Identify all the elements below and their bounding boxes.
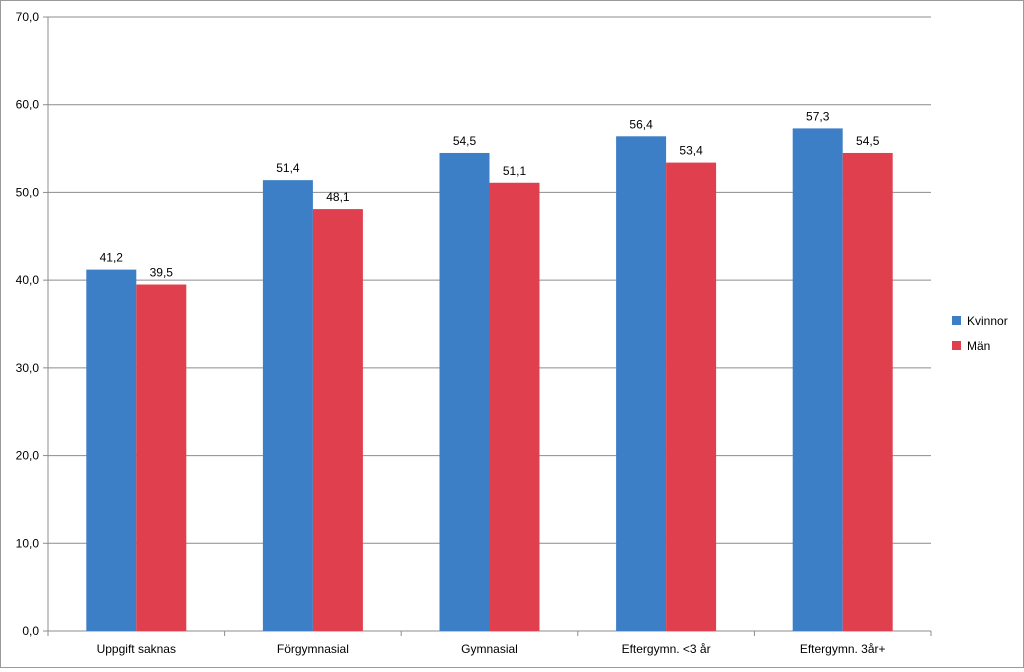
data-label: 57,3 <box>806 109 830 123</box>
y-tick-label: 20,0 <box>16 449 40 463</box>
data-labels: 41,2 39,5 51,4 48,1 54,5 51,1 56,4 53,4 57,3 54,5 <box>100 109 880 279</box>
bar-kvinnor <box>86 269 137 631</box>
data-label: 54,5 <box>453 134 477 148</box>
y-tick-label: 60,0 <box>16 98 40 112</box>
data-label: 48,1 <box>326 190 350 204</box>
x-tick-label: Uppgift saknas <box>97 642 176 656</box>
x-tick-label: Eftergymn. <3 år <box>622 642 711 656</box>
bar-man <box>312 209 363 631</box>
x-tick-label: Gymnasial <box>461 642 518 656</box>
x-tick-label: Förgymnasial <box>277 642 349 656</box>
axes: 0,0 10,0 20,0 30,0 40,0 50,0 60,0 70,0 Uppgift s… <box>16 10 932 656</box>
bar-kvinnor <box>616 136 667 631</box>
data-label: 54,5 <box>856 134 880 148</box>
bar-kvinnor <box>439 152 490 631</box>
data-label: 51,1 <box>503 164 527 178</box>
bar-man <box>489 182 540 631</box>
data-label: 39,5 <box>150 266 174 280</box>
legend: Kvinnor Män <box>952 314 1008 353</box>
legend-label: Kvinnor <box>967 314 1008 328</box>
legend-swatch <box>952 316 961 325</box>
y-tick-label: 0,0 <box>22 624 39 638</box>
bar-kvinnor <box>792 128 843 631</box>
y-tick-label: 10,0 <box>16 536 40 550</box>
data-label: 56,4 <box>629 117 653 131</box>
legend-label: Män <box>967 339 990 353</box>
y-tick-label: 50,0 <box>16 185 40 199</box>
legend-swatch <box>952 341 961 350</box>
y-tick-label: 40,0 <box>16 273 40 287</box>
data-label: 41,2 <box>100 251 124 265</box>
bar-kvinnor <box>262 180 313 632</box>
bars <box>86 128 893 632</box>
bar-man <box>842 152 893 631</box>
data-label: 53,4 <box>679 144 703 158</box>
y-tick-label: 30,0 <box>16 361 40 375</box>
data-label: 51,4 <box>276 161 300 175</box>
x-tick-label: Eftergymn. 3år+ <box>800 642 886 656</box>
y-tick-label: 70,0 <box>16 10 40 24</box>
bar-man <box>136 284 187 631</box>
bar-man <box>666 162 717 631</box>
